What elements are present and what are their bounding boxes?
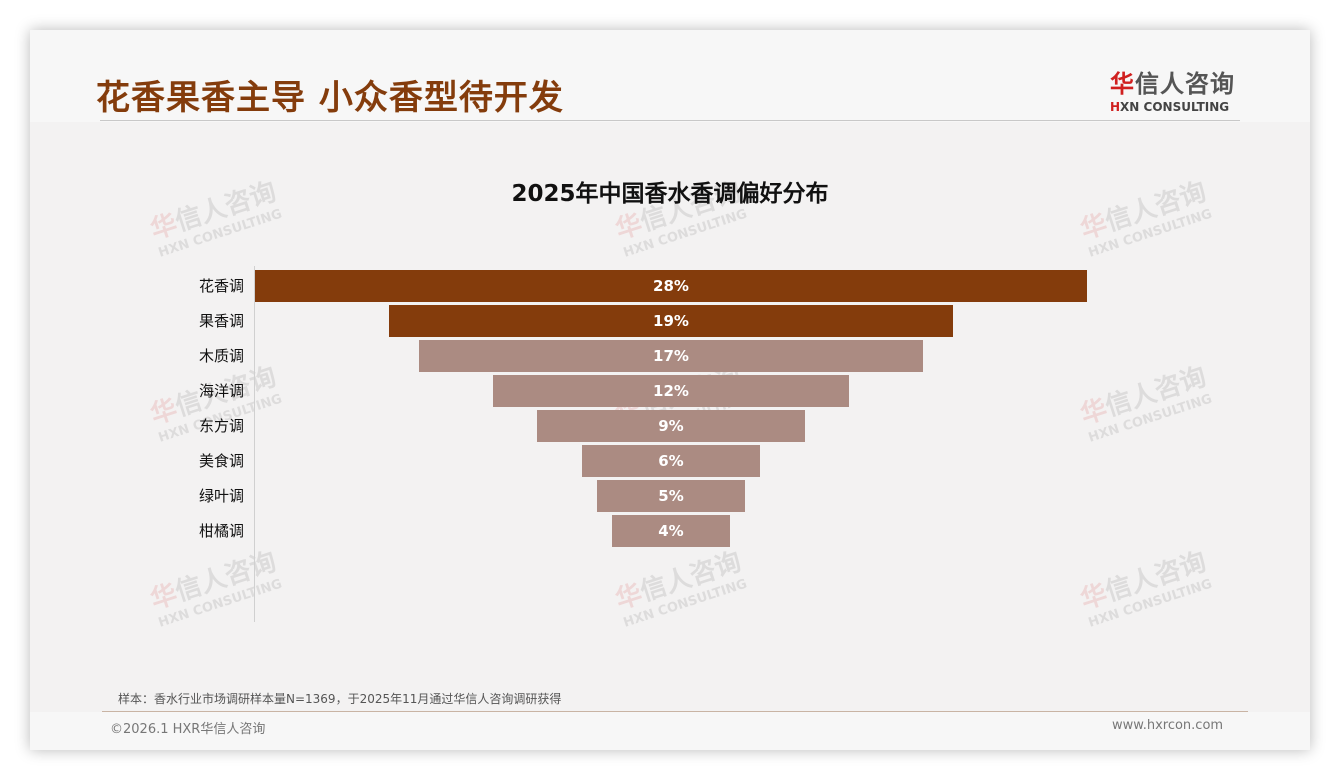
category-label: 东方调: [198, 417, 244, 435]
logo-cn-text: 信人咨询: [1135, 70, 1235, 98]
footer-divider: [102, 711, 1248, 712]
category-label: 花香调: [198, 277, 244, 295]
category-label: 美食调: [198, 452, 244, 470]
slide: 花香果香主导 小众香型待开发 华信人咨询 HXN CONSULTING 华信人咨…: [30, 30, 1310, 750]
category-label: 绿叶调: [198, 487, 244, 505]
funnel-bar: 4%: [611, 515, 731, 547]
slide-header: [30, 30, 1310, 122]
sample-note: 样本：香水行业市场调研样本量N=1369，于2025年11月通过华信人咨询调研获…: [118, 692, 562, 706]
category-axis-line: [254, 266, 255, 622]
bar-value-label: 19%: [653, 312, 689, 330]
chart-title: 2025年中国香水香调偏好分布: [511, 181, 829, 207]
website-link: www.hxrcon.com: [1112, 718, 1224, 733]
funnel-bar: 9%: [537, 410, 805, 442]
footer-bar: [30, 712, 1310, 750]
page-title: 花香果香主导 小众香型待开发: [96, 78, 564, 118]
category-label: 海洋调: [198, 382, 244, 400]
bar-value-label: 5%: [658, 487, 684, 505]
category-label: 木质调: [198, 347, 244, 365]
bar-value-label: 12%: [653, 382, 689, 400]
bar-value-label: 17%: [653, 347, 689, 365]
funnel-bar: 28%: [255, 270, 1087, 302]
category-label: 果香调: [198, 312, 244, 330]
logo-chinese: 华信人咨询: [1110, 64, 1250, 99]
bar-value-label: 4%: [658, 522, 684, 540]
logo-english: HXN CONSULTING: [1110, 100, 1250, 114]
company-logo: 华信人咨询 HXN CONSULTING: [1110, 64, 1250, 114]
logo-red-char: 华: [1110, 70, 1135, 98]
bar-value-label: 6%: [658, 452, 684, 470]
funnel-bar: 19%: [388, 305, 954, 337]
logo-en-red: H: [1110, 100, 1121, 114]
funnel-bar: 5%: [596, 480, 746, 512]
logo-en-text: XN CONSULTING: [1120, 100, 1230, 114]
category-label: 柑橘调: [198, 522, 244, 540]
bar-value-label: 28%: [653, 277, 689, 295]
header-divider: [100, 120, 1240, 121]
funnel-bar: 6%: [581, 445, 761, 477]
bar-value-label: 9%: [658, 417, 684, 435]
funnel-bar: 12%: [492, 375, 850, 407]
copyright-text: ©2026.1 HXR华信人咨询: [110, 722, 266, 737]
funnel-bar: 17%: [418, 340, 924, 372]
